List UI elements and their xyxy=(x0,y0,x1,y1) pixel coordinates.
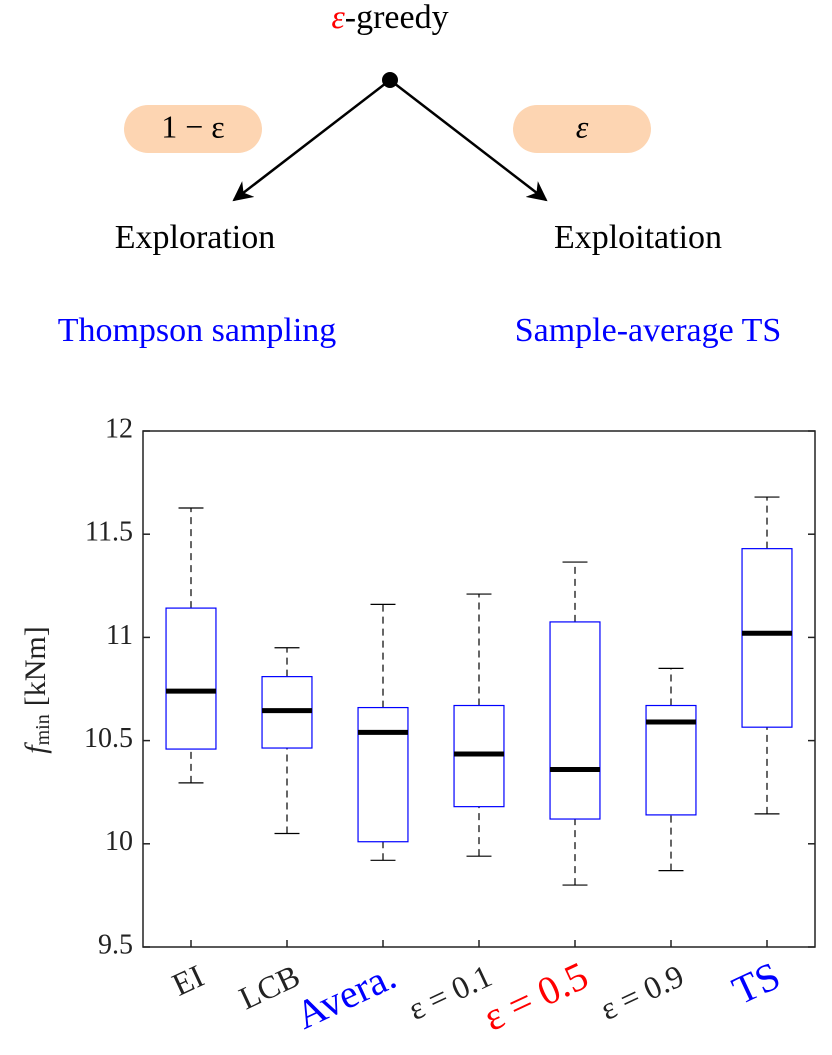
y-label-sub: min xyxy=(32,714,54,745)
x-tick-label: ε = 0.1 xyxy=(403,957,498,1027)
box xyxy=(357,706,409,843)
right-arrow xyxy=(389,79,548,202)
root-node xyxy=(382,72,398,88)
y-tick-label: 10 xyxy=(105,826,133,857)
right-method: Sample-average TS xyxy=(515,312,782,349)
box xyxy=(549,621,601,820)
x-tick-label: ε = 0.9 xyxy=(595,957,690,1027)
box xyxy=(165,607,217,750)
x-tick-label: TS xyxy=(725,953,786,1014)
diagram: ε-greedy 1 − ε ε Exploration Exploitatio… xyxy=(58,0,782,349)
root-symbol: ε xyxy=(331,0,345,36)
y-tick-label: 9.5 xyxy=(98,929,133,960)
x-tick-label: Avera. xyxy=(289,953,403,1038)
root-label: ε-greedy xyxy=(331,0,448,36)
y-tick-label: 11 xyxy=(106,620,133,651)
x-tick-label: ε = 0.5 xyxy=(477,953,595,1040)
left-method: Thompson sampling xyxy=(58,312,337,349)
left-node: Exploration xyxy=(115,219,276,256)
box xyxy=(741,548,793,728)
right-weight: ε xyxy=(576,108,589,144)
y-axis-label: fmin[kNm] xyxy=(19,626,54,753)
x-tick-label: EI xyxy=(166,957,209,1002)
y-label-unit: [kNm] xyxy=(19,626,52,706)
left-arrow xyxy=(232,79,391,202)
y-tick-label: 11.5 xyxy=(85,517,133,548)
left-weight: 1 − ε xyxy=(161,108,224,144)
root-text: -greedy xyxy=(345,0,449,36)
box xyxy=(645,704,697,816)
y-tick-label: 10.5 xyxy=(84,723,133,754)
y-tick-label: 12 xyxy=(105,413,133,444)
right-node: Exploitation xyxy=(554,219,722,256)
left-pill xyxy=(124,105,262,153)
right-pill xyxy=(513,105,651,153)
